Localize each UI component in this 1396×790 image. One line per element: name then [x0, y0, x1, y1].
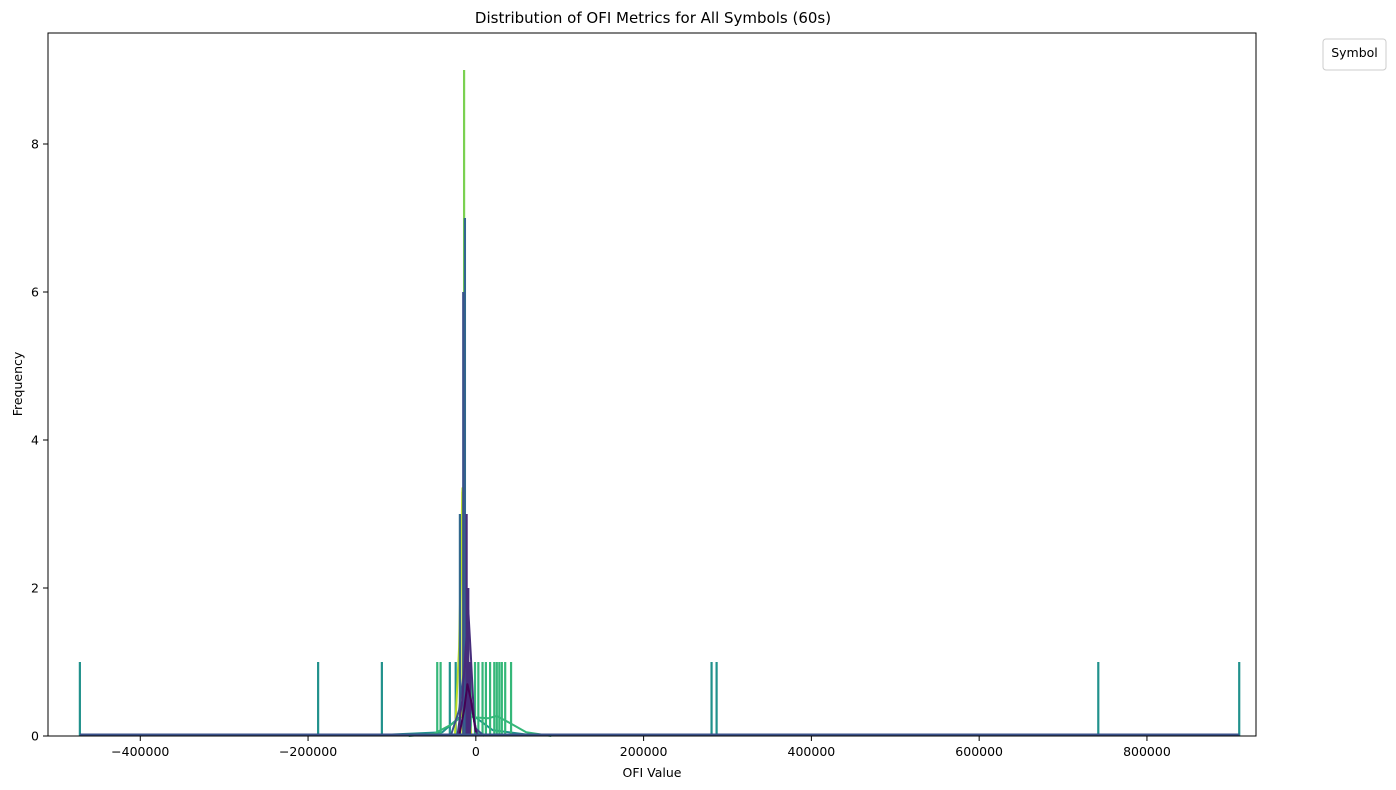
- y-tick-label: 0: [31, 729, 39, 744]
- plot-area: [78, 70, 1241, 737]
- series-purple: [458, 683, 477, 737]
- x-tick-label: 600000: [955, 744, 1003, 759]
- y-tick-label: 6: [31, 285, 39, 300]
- y-axis-label: Frequency: [10, 351, 25, 416]
- x-tick-label: 800000: [1123, 744, 1171, 759]
- legend-title: Symbol: [1331, 45, 1378, 60]
- x-tick-label: 400000: [788, 744, 836, 759]
- y-tick-label: 8: [31, 137, 39, 152]
- plot-frame: [47, 32, 1257, 737]
- y-axis: 0 2 4 6 8: [31, 137, 48, 744]
- kde-curve: [458, 683, 477, 737]
- x-axis-label: OFI Value: [622, 765, 681, 780]
- x-axis: −400000 −200000 0 200000 400000 600000 800000: [111, 736, 1171, 759]
- legend-box: [1322, 38, 1387, 71]
- series-teal: [78, 662, 1241, 736]
- x-tick-label: −400000: [111, 744, 169, 759]
- x-tick-label: −200000: [279, 744, 337, 759]
- kde-curve: [79, 705, 1240, 736]
- series-green: [408, 662, 552, 737]
- y-tick-label: 4: [31, 433, 39, 448]
- legend: Symbol: [1322, 38, 1387, 71]
- y-tick-label: 2: [31, 581, 39, 596]
- chart-title: Distribution of OFI Metrics for All Symb…: [475, 9, 831, 27]
- x-tick-label: 200000: [620, 744, 668, 759]
- kde-curve: [408, 714, 552, 737]
- x-tick-label: 0: [472, 744, 480, 759]
